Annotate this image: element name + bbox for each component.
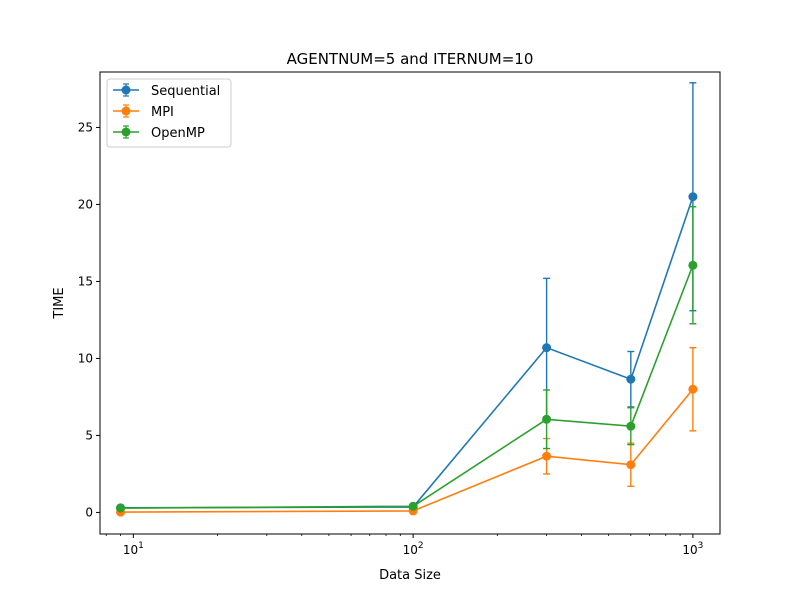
series-openmp — [116, 206, 698, 513]
x-tick-label: 103 — [682, 541, 703, 557]
plot-frame — [99, 71, 721, 535]
x-tick-label: 101 — [123, 541, 144, 557]
data-point — [626, 421, 636, 431]
data-point — [688, 384, 698, 394]
data-point — [688, 260, 698, 270]
y-tick-label: 0 — [85, 505, 93, 519]
x-tick-exponent: 1 — [138, 541, 144, 551]
y-tick-label: 25 — [78, 120, 93, 134]
data-point — [542, 343, 552, 353]
data-point — [542, 414, 552, 424]
y-tick-label: 15 — [78, 274, 93, 288]
legend-entry-openmp: OpenMP — [113, 125, 205, 141]
legend: Sequential MPI OpenMP — [106, 78, 232, 148]
x-axis: 101 102 103 — [105, 534, 703, 557]
data-point — [626, 460, 636, 470]
legend-label: MPI — [151, 105, 174, 120]
data-point — [626, 374, 636, 384]
x-tick-exponent: 2 — [418, 541, 424, 551]
legend-entry-sequential: Sequential — [113, 83, 220, 99]
series-mpi — [116, 346, 698, 517]
x-tick-exponent: 3 — [698, 541, 704, 551]
legend-box — [106, 78, 232, 148]
legend-marker — [121, 85, 131, 95]
data-point — [408, 501, 418, 511]
x-tick-base: 10 — [123, 543, 138, 557]
legend-label: OpenMP — [151, 126, 205, 141]
x-tick-base: 10 — [403, 543, 418, 557]
legend-marker — [121, 106, 131, 116]
data-point — [542, 451, 552, 461]
y-tick-label: 20 — [78, 197, 93, 211]
y-axis-label: TIME — [52, 287, 67, 319]
y-tick-label: 5 — [85, 428, 93, 442]
y-tick-label: 10 — [78, 351, 93, 365]
legend-entry-mpi: MPI — [113, 104, 174, 120]
series-layer — [116, 82, 698, 517]
y-axis: 0 5 10 15 20 25 — [78, 120, 100, 519]
data-point — [116, 503, 126, 513]
chart-title: AGENTNUM=5 and ITERNUM=10 — [287, 50, 534, 68]
legend-label: Sequential — [151, 84, 220, 99]
data-point — [688, 192, 698, 202]
x-tick-base: 10 — [682, 543, 697, 557]
x-tick-label: 102 — [403, 541, 424, 557]
x-axis-label: Data Size — [379, 568, 441, 583]
legend-marker — [121, 127, 131, 137]
